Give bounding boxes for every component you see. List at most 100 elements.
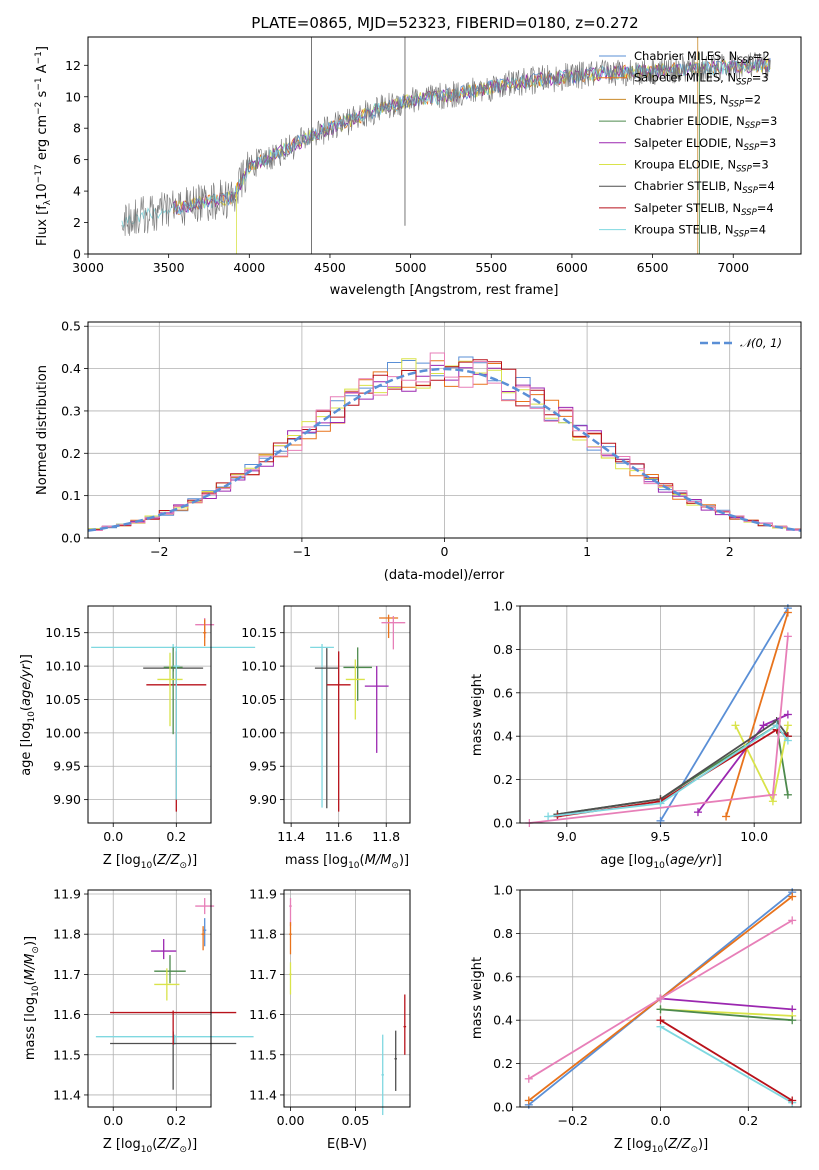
y-tick-label: 0.3 [61, 403, 81, 418]
legend-label: Salpeter ELODIE, NSSP=3 [634, 136, 776, 153]
legend-label: Chabrier ELODIE, NSSP=3 [634, 114, 777, 131]
y-tick-label: 11.5 [53, 1047, 81, 1062]
y-tick-label: 0.8 [493, 642, 513, 657]
y-tick-label: 10.10 [241, 659, 277, 674]
y-tick-label: 10.00 [241, 725, 277, 740]
legend-part: Salpeter STELIB, N [634, 201, 741, 215]
y-tick-label: 11.6 [53, 1007, 81, 1022]
x-axis-label: age [log10(age/yr)] [600, 853, 722, 871]
y-tick-label: 11.6 [249, 1007, 277, 1022]
weight-series-line [734, 725, 789, 805]
legend-part: Salpeter MILES, N [634, 71, 736, 85]
legend-part: =3 [759, 136, 776, 150]
axes-frame [87, 889, 212, 1108]
legend-part: Kroupa MILES, N [634, 92, 729, 106]
y-tick-label: 0.0 [493, 816, 513, 831]
label-part: )] [187, 853, 197, 868]
residuals-panel: −2 −1 0 1 2 0.0 0.1 0.2 0.3 0.4 0.5 𝒩(0, 1) (data-mo… [35, 319, 802, 583]
label-part: 10 [141, 1145, 153, 1155]
y-tick-label: 9.95 [53, 759, 81, 774]
x-tick-label: 10.0 [740, 829, 768, 844]
legend-part: =4 [749, 223, 766, 237]
x-tick-label: 0.0 [103, 829, 123, 844]
y-tick-label: 0.2 [493, 772, 513, 787]
legend-label: Kroupa ELODIE, NSSP=3 [634, 158, 769, 175]
legend-label: Chabrier MILES, NSSP=2 [634, 49, 770, 66]
y-tick-label: 10.05 [241, 692, 277, 707]
label-part: ( [665, 853, 670, 868]
x-tick-label: 3500 [153, 260, 185, 275]
label-part: )] [187, 1137, 197, 1152]
x-tick-label: 3000 [72, 260, 104, 275]
y-tick-label: 11.9 [53, 887, 81, 902]
label-part: ( [360, 853, 365, 868]
y-tick-label: 2 [73, 215, 81, 230]
mass-vs-extinction-panel: 0.00 0.05 11.4 11.5 11.6 11.7 11.8 11.9 E(B-V) [249, 887, 411, 1152]
weight-series-line [660, 1019, 793, 1102]
label-part: age/yr [19, 663, 34, 706]
legend-sub: SSP [742, 186, 758, 196]
axes-frame [87, 321, 802, 539]
x-tick-label: −0.2 [558, 1113, 588, 1128]
legend-part: =3 [760, 114, 777, 128]
y-tick-label: 9.90 [249, 792, 277, 807]
y-tick-label: 0.4 [493, 729, 513, 744]
label-part: 10 [141, 861, 153, 871]
label-part: ⊙ [391, 861, 399, 871]
x-tick-label: 0 [441, 544, 449, 559]
label-part: Z/Z [667, 1137, 691, 1152]
x-tick-label: 6500 [637, 260, 669, 275]
y-tick-label: 11.8 [53, 927, 81, 942]
x-tick-label: 0.0 [103, 1113, 123, 1128]
legend-part: =2 [744, 92, 761, 106]
label-part: 10 [31, 985, 41, 997]
label-part: mass [log [285, 853, 348, 868]
y-tick-label: 9.90 [53, 792, 81, 807]
y-tick-label: 0.1 [61, 488, 81, 503]
legend-sub: SSP [744, 143, 760, 153]
y-tick-label: 10.00 [45, 725, 81, 740]
x-tick-label: 1 [583, 544, 591, 559]
y-axis-label: age [log10(age/yr)] [19, 654, 37, 776]
y-tick-label: 0 [73, 247, 81, 262]
x-tick-label: −1 [293, 544, 311, 559]
legend-part: Chabrier ELODIE, N [634, 114, 745, 128]
legend-part: =3 [752, 71, 769, 85]
y-tick-label: 11.8 [249, 927, 277, 942]
spectrum-panel: 3000 3500 4000 4500 5000 5500 6000 6500 7000 0 2 4 6… [34, 36, 802, 298]
mass-vs-metallicity-panel: 0.0 0.211.411.511.611.711.811.9Z [log10(Z… [23, 887, 254, 1155]
legend-sub: SSP [729, 99, 745, 109]
label-part: M/M [365, 853, 392, 868]
weight-series-line [547, 724, 789, 818]
y-tick-label: 11.4 [249, 1087, 277, 1102]
x-tick-label: 5000 [395, 260, 427, 275]
y-tick-label: 11.5 [249, 1047, 277, 1062]
legend-part: Chabrier MILES, N [634, 49, 737, 63]
y-tick-label: 0.0 [493, 1100, 513, 1115]
y-tick-label: 11.4 [53, 1087, 81, 1102]
label-part: Z/Z [156, 853, 180, 868]
model-spectrum-line [121, 59, 770, 229]
y-tick-label: 1.0 [493, 883, 513, 898]
label-part: −2 [34, 102, 44, 115]
y-axis-label: mass weight [470, 957, 485, 1039]
legend-label: Kroupa STELIB, NSSP=4 [634, 223, 766, 240]
y-tick-label: 4 [73, 184, 81, 199]
label-part: ⊙ [31, 946, 41, 954]
label-part: age/yr [670, 853, 713, 868]
legend-sub: SSP [737, 56, 753, 66]
label-part: ⊙ [179, 1145, 187, 1155]
label-part: )] [23, 936, 38, 946]
label-part: Z [log [614, 1137, 652, 1152]
legend-sub: SSP [734, 230, 750, 240]
legend-label: Kroupa MILES, NSSP=2 [634, 92, 761, 109]
x-axis-label: (data-model)/error [384, 568, 505, 583]
legend-part: =4 [757, 201, 774, 215]
label-part: )] [712, 853, 722, 868]
x-tick-label: 9.5 [651, 829, 671, 844]
legend-part: =2 [753, 49, 770, 63]
label-part: −1 [34, 51, 44, 64]
label-part: Z/Z [156, 1137, 180, 1152]
y-axis-label: mass [log10(M/M⊙)] [23, 936, 41, 1060]
label-part: Z [log [103, 1137, 141, 1152]
